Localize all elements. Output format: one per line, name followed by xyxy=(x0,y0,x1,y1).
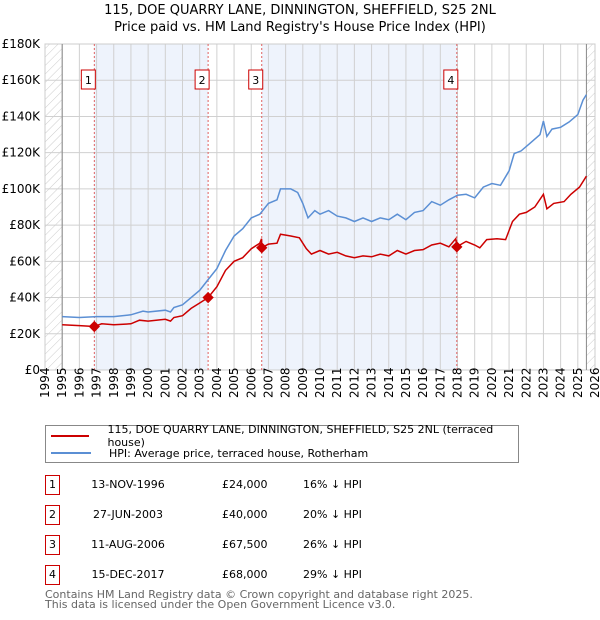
y-tick-label: £80K xyxy=(9,218,41,232)
legend: 115, DOE QUARRY LANE, DINNINGTON, SHEFFI… xyxy=(45,423,519,463)
property-line xyxy=(62,175,588,328)
x-tick-label: 2003 xyxy=(193,367,207,398)
legend-label-hpi: HPI: Average price, terraced house, Roth… xyxy=(109,446,369,460)
sale-price: £67,500 xyxy=(222,538,268,551)
x-tick-label: 2022 xyxy=(519,367,533,398)
sale-hpi-delta: 16% ↓ HPI xyxy=(303,478,362,491)
sale-label-4: 4 xyxy=(447,74,454,87)
y-tick-label: £160K xyxy=(2,73,42,87)
y-tick-label: £0 xyxy=(25,363,40,377)
y-tick-label: £180K xyxy=(2,37,42,51)
sale-label-box-4 xyxy=(443,69,459,90)
footer-line-2: This data is licensed under the Open Gov… xyxy=(45,598,396,611)
x-tick-label: 1995 xyxy=(55,367,69,398)
x-tick-label: 2020 xyxy=(485,367,499,398)
sale-label-3: 3 xyxy=(252,74,259,87)
footer-line-1: Contains HM Land Registry data © Crown c… xyxy=(45,588,473,601)
y-tick-label: £100K xyxy=(2,182,42,196)
sale-hpi-delta: 20% ↓ HPI xyxy=(303,508,362,521)
sale-price: £24,000 xyxy=(222,478,268,491)
x-tick-label: 1998 xyxy=(107,367,121,398)
sale-number: 4 xyxy=(45,565,60,585)
plot-border xyxy=(44,43,596,371)
sale-number: 1 xyxy=(45,475,60,495)
x-tick-label: 2014 xyxy=(382,367,396,398)
x-tick-label: 2002 xyxy=(176,367,190,398)
x-tick-label: 2013 xyxy=(365,367,379,398)
sale-row: 3 11-AUG-2006 £67,500 26% ↓ HPI xyxy=(45,535,545,555)
x-tick-label: 2026 xyxy=(588,367,600,398)
x-tick-label: 2009 xyxy=(296,367,310,398)
sale-label-1: 1 xyxy=(85,74,92,87)
x-tick-label: 2019 xyxy=(468,367,482,398)
chart-title: 115, DOE QUARRY LANE, DINNINGTON, SHEFFI… xyxy=(104,3,496,18)
x-tick-label: 2018 xyxy=(451,367,465,398)
footer: Contains HM Land Registry data © Crown c… xyxy=(45,588,473,611)
x-tick-label: 2011 xyxy=(330,367,344,398)
sale-label-2: 2 xyxy=(199,74,206,87)
x-tick-label: 2001 xyxy=(158,367,172,398)
y-tick-label: £140K xyxy=(2,109,42,123)
sale-number: 3 xyxy=(45,535,60,555)
sale-date: 27-JUN-2003 xyxy=(92,508,164,521)
x-tick-label: 2008 xyxy=(279,367,293,398)
hatched-region-start xyxy=(45,44,63,370)
sale-price: £40,000 xyxy=(222,508,268,521)
hatched-region-end xyxy=(586,44,595,370)
x-tick-label: 1999 xyxy=(124,367,138,398)
hpi-line xyxy=(62,94,588,319)
sale-date: 15-DEC-2017 xyxy=(91,568,165,581)
sale-number: 2 xyxy=(45,505,60,525)
sale-label-box-3 xyxy=(248,69,264,90)
sale-date: 13-NOV-1996 xyxy=(91,478,165,491)
sale-row: 4 15-DEC-2017 £68,000 29% ↓ HPI xyxy=(45,565,545,585)
x-tick-label: 2021 xyxy=(502,367,516,398)
x-tick-label: 1997 xyxy=(90,367,104,398)
chart-subtitle: Price paid vs. HM Land Registry's House … xyxy=(114,20,486,35)
x-tick-label: 2024 xyxy=(554,367,568,398)
sale-row: 1 13-NOV-1996 £24,000 16% ↓ HPI xyxy=(45,475,545,495)
sale-marker-2 xyxy=(202,291,214,304)
y-tick-label: £60K xyxy=(9,254,41,268)
legend-label-property: 115, DOE QUARRY LANE, DINNINGTON, SHEFFI… xyxy=(107,423,494,449)
x-tick-label: 2004 xyxy=(210,367,224,398)
sale-date: 11-AUG-2006 xyxy=(91,538,165,551)
sale-label-box-2 xyxy=(194,69,210,90)
x-tick-label: 1996 xyxy=(72,367,86,398)
price-chart: 1 2 3 4 1994 1995 1996 1997 1998 1999 2000 2001 2002… xyxy=(2,37,600,398)
sale-marker-3 xyxy=(256,242,268,254)
y-tick-label: £40K xyxy=(9,291,41,305)
y-tick-label: £120K xyxy=(2,146,42,160)
x-tick-label: 1994 xyxy=(38,367,52,398)
y-tick-label: £20K xyxy=(9,327,41,341)
x-tick-label: 2016 xyxy=(416,367,430,398)
x-tick-label: 2010 xyxy=(313,367,327,398)
x-tick-label: 2012 xyxy=(347,367,361,398)
sale-hpi-delta: 26% ↓ HPI xyxy=(303,538,362,551)
sale-label-box-1 xyxy=(80,69,96,90)
sale-marker-4 xyxy=(451,241,463,253)
sale-hpi-delta: 29% ↓ HPI xyxy=(303,568,362,581)
x-tick-label: 2006 xyxy=(244,367,258,398)
sale-row: 2 27-JUN-2003 £40,000 20% ↓ HPI xyxy=(45,505,545,525)
x-tick-label: 2025 xyxy=(571,367,585,398)
x-tick-label: 2015 xyxy=(399,367,413,398)
x-tick-label: 2017 xyxy=(433,367,447,398)
x-tick-label: 2005 xyxy=(227,367,241,398)
x-tick-label: 2007 xyxy=(261,367,275,398)
x-tick-label: 2023 xyxy=(536,367,550,398)
x-tick-label: 2000 xyxy=(141,367,155,398)
sale-price: £68,000 xyxy=(222,568,268,581)
shaded-period-2 xyxy=(261,44,457,370)
legend-swatch-hpi xyxy=(51,452,91,454)
legend-swatch-property xyxy=(51,435,90,437)
